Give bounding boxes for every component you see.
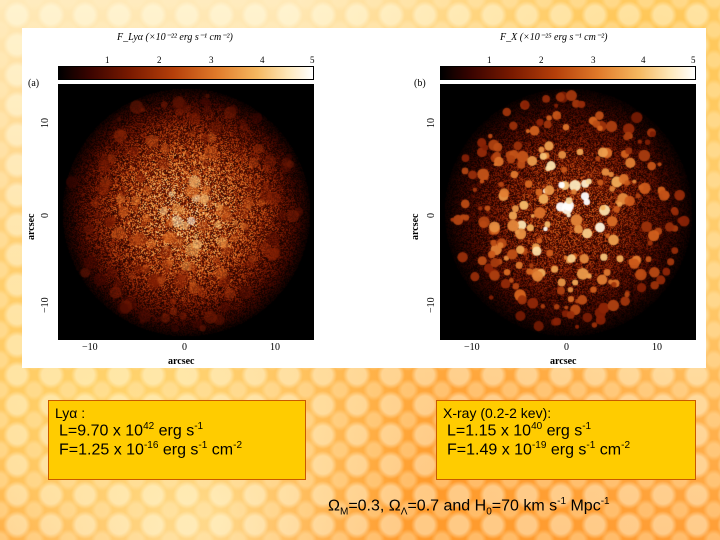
xray-luminosity: L=1.15 x 1040 erg s-1 bbox=[447, 421, 592, 440]
y-tick: −10 bbox=[40, 297, 51, 313]
colorbar-tick: 1 bbox=[487, 55, 492, 65]
x-tick: 0 bbox=[182, 342, 187, 353]
colorbar-tick: 1 bbox=[105, 55, 110, 65]
panel-letter-a: (a) bbox=[28, 78, 40, 89]
colorbar-tick: 4 bbox=[260, 55, 265, 65]
colorbar-tick: 3 bbox=[591, 55, 596, 65]
y-tick: −10 bbox=[426, 297, 437, 313]
xray-info-box: X-ray (0.2-2 kev): L=1.15 x 1040 erg s-1… bbox=[436, 400, 696, 480]
y-axis-label: arcsec bbox=[26, 213, 37, 240]
xray-map-image bbox=[440, 84, 696, 340]
colorbar-label-lya: F_Lyα (×10⁻²² erg s⁻¹ cm⁻²) bbox=[117, 32, 233, 43]
lya-map-image bbox=[58, 84, 314, 340]
colorbar-label-xray: F_X (×10⁻²⁵ erg s⁻¹ cm⁻²) bbox=[500, 32, 608, 43]
lya-luminosity: L=9.70 x 1042 erg s-1 bbox=[59, 421, 204, 440]
colorbar-tick: 2 bbox=[539, 55, 544, 65]
colorbar-tick: 4 bbox=[641, 55, 646, 65]
colorbar-tick: 5 bbox=[310, 55, 315, 65]
y-tick: 0 bbox=[40, 213, 51, 218]
lya-box-title: Lyα : bbox=[55, 405, 86, 421]
figure-panel: F_Lyα (×10⁻²² erg s⁻¹ cm⁻²) (a) 1 2 3 4 … bbox=[22, 28, 706, 368]
colorbar-xray bbox=[440, 66, 696, 80]
x-tick: 0 bbox=[564, 342, 569, 353]
xray-flux: F=1.49 x 10-19 erg s-1 cm-2 bbox=[447, 440, 631, 459]
y-tick: 0 bbox=[426, 213, 437, 218]
x-tick: 10 bbox=[652, 342, 662, 353]
xray-box-title: X-ray (0.2-2 kev): bbox=[443, 405, 552, 421]
colorbar-tick: 5 bbox=[691, 55, 696, 65]
plot-lya: F_Lyα (×10⁻²² erg s⁻¹ cm⁻²) (a) 1 2 3 4 … bbox=[22, 28, 352, 368]
lya-info-box: Lyα : L=9.70 x 1042 erg s-1 F=1.25 x 10-… bbox=[48, 400, 306, 480]
y-axis-label: arcsec bbox=[410, 213, 421, 240]
x-axis-label: arcsec bbox=[168, 356, 195, 367]
x-tick: −10 bbox=[464, 342, 480, 353]
x-tick: −10 bbox=[82, 342, 98, 353]
colorbar-tick: 3 bbox=[209, 55, 214, 65]
lya-flux: F=1.25 x 10-16 erg s-1 cm-2 bbox=[59, 440, 243, 459]
cosmology-parameters: ΩM=0.3, ΩΛ=0.7 and H0=70 km s-1 Mpc-1 bbox=[328, 496, 610, 518]
colorbar-lya bbox=[58, 66, 314, 80]
panel-letter-b: (b) bbox=[414, 78, 426, 89]
y-tick: 10 bbox=[40, 118, 51, 128]
plot-xray: F_X (×10⁻²⁵ erg s⁻¹ cm⁻²) (b) 1 2 3 4 5 … bbox=[406, 28, 706, 368]
colorbar-tick: 2 bbox=[157, 55, 162, 65]
x-axis-label: arcsec bbox=[550, 356, 577, 367]
xray-map-canvas bbox=[440, 84, 696, 340]
alpha-icon: α bbox=[69, 405, 78, 421]
y-tick: 10 bbox=[426, 118, 437, 128]
x-tick: 10 bbox=[270, 342, 280, 353]
lya-map-canvas bbox=[58, 84, 314, 340]
